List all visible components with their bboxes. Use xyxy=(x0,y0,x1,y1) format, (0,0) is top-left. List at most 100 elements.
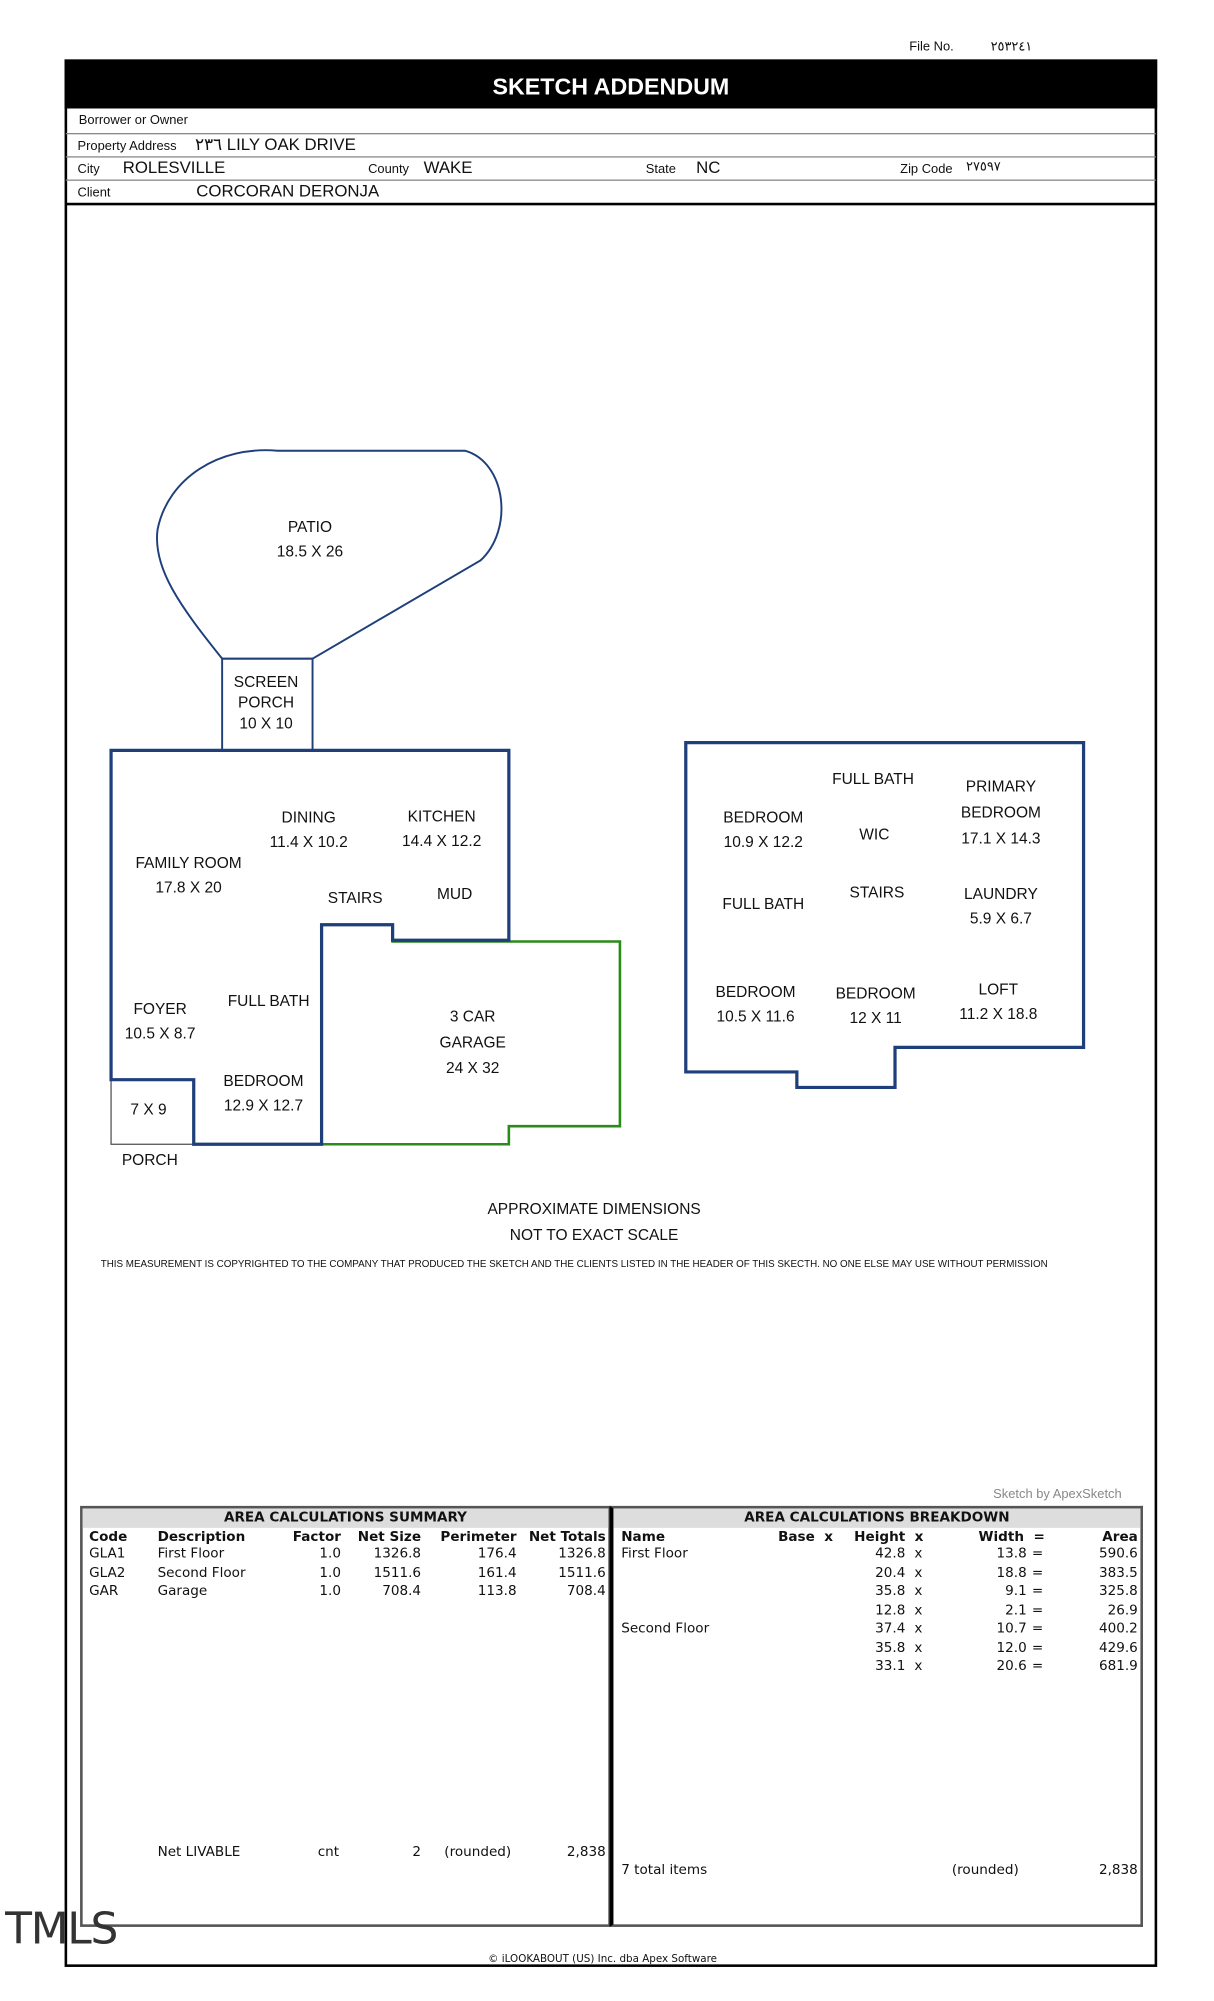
room-stairs-2: STAIRS xyxy=(849,883,905,902)
city-row: City ROLESVILLE County WAKE State NC Zip… xyxy=(65,156,1156,181)
area-summary-table: AREA CALCULATIONS SUMMARY Code Descripti… xyxy=(80,1505,611,1927)
room-kitchen: KITCHEN 14.4 X 12.2 xyxy=(402,807,482,850)
total-items: 7 total items xyxy=(621,1862,708,1878)
breakdown-width: 9.1 xyxy=(1005,1583,1027,1599)
address: ٢٣٦ LILY OAK DRIVE xyxy=(195,134,356,154)
equals-symbol: = xyxy=(1031,1639,1044,1656)
times-symbol: x xyxy=(914,1639,923,1656)
summary-cell: GLA1 xyxy=(89,1545,126,1562)
summary-cell: 1326.8 xyxy=(558,1545,606,1562)
porch-dimensions: 7 X 9 xyxy=(130,1100,167,1119)
zip-label: Zip Code xyxy=(900,162,953,177)
col-net-size: Net Size xyxy=(357,1529,422,1545)
net-livable-total: 2,838 xyxy=(566,1844,606,1860)
equals-symbol: = xyxy=(1031,1620,1044,1637)
col-area: Area xyxy=(1102,1529,1138,1545)
room-wic: WIC xyxy=(859,825,890,844)
client-label: Client xyxy=(77,185,111,201)
summary-cell: 113.8 xyxy=(477,1583,517,1599)
room-loft: LOFT 11.2 X 18.8 xyxy=(959,980,1038,1023)
room-laundry: LAUNDRY 5.9 X 6.7 xyxy=(964,884,1038,928)
area-breakdown-table: AREA CALCULATIONS BREAKDOWN Name Base x … xyxy=(609,1505,1143,1927)
col-description: Description xyxy=(157,1529,246,1545)
times-symbol: x xyxy=(914,1583,923,1599)
summary-cell: 708.4 xyxy=(382,1583,422,1599)
summary-title: AREA CALCULATIONS SUMMARY xyxy=(82,1508,609,1528)
breakdown-height: 37.4 xyxy=(875,1620,906,1637)
summary-cell: First Floor xyxy=(157,1545,225,1562)
breakdown-total: 2,838 xyxy=(1098,1862,1138,1878)
breakdown-area: 400.2 xyxy=(1098,1620,1138,1637)
patio-outline xyxy=(155,449,503,660)
file-no-label: File No. xyxy=(909,40,954,55)
summary-cell: 1511.6 xyxy=(373,1564,422,1581)
page-title: SKETCH ADDENDUM xyxy=(64,59,1158,109)
room-mud: MUD xyxy=(436,884,473,903)
room-full-bath-3: FULL BATH xyxy=(722,895,805,914)
borrower-label: Borrower or Owner xyxy=(78,113,188,128)
col-net-totals: Net Totals xyxy=(528,1529,606,1545)
rounded-label: (rounded) xyxy=(444,1844,512,1860)
net-livable-count: 2 xyxy=(412,1844,422,1860)
summary-cell: GAR xyxy=(89,1583,119,1599)
room-bedroom-1: BEDROOM 12.9 X 12.7 xyxy=(223,1071,304,1115)
breakdown-height: 42.8 xyxy=(875,1545,906,1562)
address-row: Property Address ٢٣٦ LILY OAK DRIVE xyxy=(65,133,1156,158)
room-bedroom-2: BEDROOM 10.9 X 12.2 xyxy=(723,808,804,852)
summary-cell: 176.4 xyxy=(477,1545,517,1562)
borrower-row: Borrower or Owner xyxy=(65,110,1156,135)
summary-cell: 1.0 xyxy=(319,1545,341,1562)
breakdown-width: 2.1 xyxy=(1005,1602,1027,1618)
breakdown-height: 35.8 xyxy=(875,1639,906,1656)
times-symbol: x xyxy=(914,1602,923,1618)
summary-cell: 1.0 xyxy=(319,1583,341,1599)
breakdown-width: 18.8 xyxy=(996,1564,1027,1581)
second-floor-outline xyxy=(684,740,1086,1090)
breakdown-height: 33.1 xyxy=(875,1658,906,1674)
room-full-bath-1: FULL BATH xyxy=(227,991,310,1010)
client-row: Client CORCORAN DERONJA xyxy=(65,180,1156,206)
breakdown-width: 13.8 xyxy=(996,1545,1027,1562)
county-label: County xyxy=(368,162,410,177)
room-patio: PATIO 18.5 X 26 xyxy=(276,517,344,561)
breakdown-name: Second Floor xyxy=(621,1620,710,1637)
summary-cell: Second Floor xyxy=(157,1564,246,1581)
col-name: Name xyxy=(621,1529,666,1545)
col-height: Height x xyxy=(854,1529,924,1545)
breakdown-area: 590.6 xyxy=(1098,1545,1138,1562)
copyright-notice: THIS MEASUREMENT IS COPYRIGHTED TO THE C… xyxy=(100,1257,1048,1270)
room-dining: DINING 11.4 X 10.2 xyxy=(269,808,348,852)
first-floor-outline xyxy=(109,748,511,1146)
times-symbol: x xyxy=(914,1658,923,1674)
room-bedroom-3: BEDROOM 10.5 X 11.6 xyxy=(715,982,796,1026)
state-label: State xyxy=(645,162,676,177)
breakdown-width: 12.0 xyxy=(996,1639,1027,1656)
times-symbol: x xyxy=(914,1564,923,1581)
equals-symbol: = xyxy=(1031,1545,1044,1562)
sketch-by: Sketch by ApexSketch xyxy=(993,1487,1122,1503)
rounded-label: (rounded) xyxy=(951,1862,1019,1878)
col-base: Base x xyxy=(778,1529,834,1545)
address-label: Property Address xyxy=(77,139,177,154)
city: ROLESVILLE xyxy=(122,157,226,177)
room-full-bath-2: FULL BATH xyxy=(832,769,914,788)
client: CORCORAN DERONJA xyxy=(196,180,380,201)
equals-symbol: = xyxy=(1031,1658,1044,1674)
net-livable-cnt-label: cnt xyxy=(317,1844,340,1860)
breakdown-height: 12.8 xyxy=(875,1602,906,1618)
summary-cell: 161.4 xyxy=(477,1564,517,1581)
breakdown-area: 383.5 xyxy=(1098,1564,1138,1581)
breakdown-title: AREA CALCULATIONS BREAKDOWN xyxy=(613,1508,1141,1528)
breakdown-area: 681.9 xyxy=(1098,1658,1138,1674)
times-symbol: x xyxy=(914,1545,923,1562)
room-family: FAMILY ROOM 17.8 X 20 xyxy=(135,853,242,897)
room-screen-porch: SCREEN PORCH 10 X 10 xyxy=(233,672,299,733)
breakdown-area: 26.9 xyxy=(1107,1602,1138,1618)
breakdown-name: First Floor xyxy=(621,1545,688,1562)
breakdown-area: 429.6 xyxy=(1098,1639,1138,1656)
breakdown-height: 20.4 xyxy=(875,1564,906,1581)
room-garage: 3 CAR GARAGE 24 X 32 xyxy=(439,1007,506,1078)
col-code: Code xyxy=(89,1529,128,1545)
